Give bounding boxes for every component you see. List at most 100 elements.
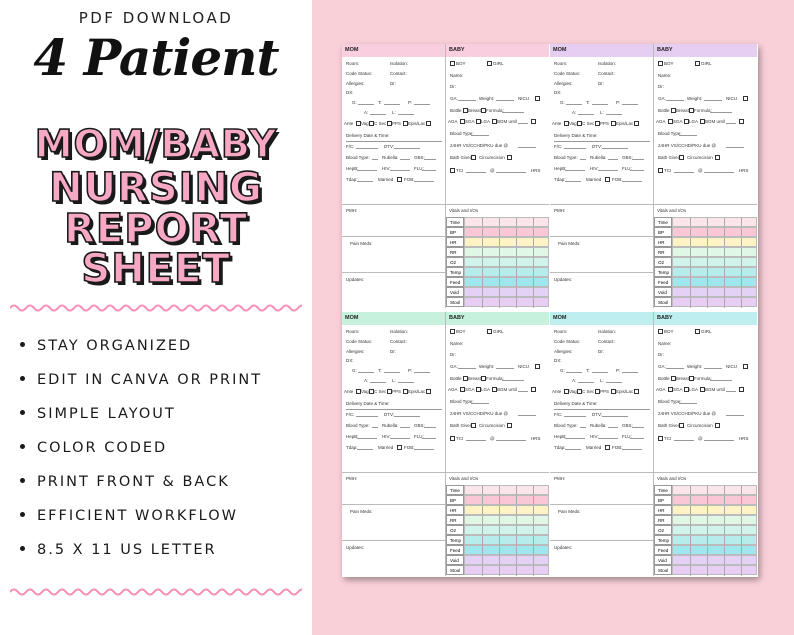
section-divider <box>342 236 445 237</box>
blank-line <box>356 416 378 417</box>
vitals-cell-divider <box>533 486 534 496</box>
vitals-row-cells <box>672 505 757 516</box>
vitals-row-cells <box>464 277 549 288</box>
vitals-row: Time <box>654 217 757 228</box>
form-field-label: DTV: <box>384 412 395 417</box>
form-field-label: NICU <box>518 96 529 101</box>
checkbox <box>507 155 512 160</box>
form-field-label: Rubella: <box>382 155 399 160</box>
vitals-row-label: BP <box>654 227 672 237</box>
checkbox <box>507 423 512 428</box>
vitals-cell-divider <box>533 288 534 298</box>
vitals-row: O2 <box>654 525 757 536</box>
checkbox <box>471 423 476 428</box>
vitals-row: Temp <box>654 535 757 546</box>
blank-line <box>518 391 528 392</box>
blank-line <box>606 114 622 115</box>
blank-line <box>710 112 732 113</box>
blank-line <box>565 181 581 182</box>
checkbox <box>460 387 465 392</box>
blank-line <box>598 438 618 439</box>
form-field-label: G: <box>560 100 565 105</box>
vitals-row: HR <box>446 505 549 516</box>
section-divider <box>550 272 653 273</box>
form-field-label: Room: <box>346 329 360 334</box>
checkbox <box>679 155 684 160</box>
checkbox <box>403 389 408 394</box>
vitals-row-label: RR <box>654 515 672 525</box>
vitals-row: BP <box>654 495 757 506</box>
form-field-label: PPS <box>600 121 610 126</box>
vitals-cell-divider <box>741 556 742 566</box>
checkbox <box>487 329 492 334</box>
patient-quadrant: MOM Room: Isolation: Code Status: Contact: Al… <box>550 312 757 576</box>
patient-quadrant: MOM Room: Isolation: Code Status: Contact: Al… <box>550 44 757 308</box>
blank-line <box>394 148 420 149</box>
form-field-label: PPS <box>392 121 402 126</box>
form-field-label: HIV: <box>590 434 599 439</box>
vitals-cell-divider <box>741 526 742 536</box>
mom-column: MOM Room: Isolation: Code Status: Contact: Al… <box>342 312 445 576</box>
checkbox <box>426 121 431 126</box>
vitals-cell-divider <box>690 506 691 516</box>
vitals-cell-divider <box>533 298 534 308</box>
pmh-label: PMH: <box>346 208 358 213</box>
mom-header: MOM <box>342 44 445 57</box>
form-field-label: Allergies: <box>554 81 573 86</box>
checkbox <box>668 387 673 392</box>
form-field-label: LGA <box>481 119 491 124</box>
form-field-label: G: <box>352 100 357 105</box>
form-field-label: FLU: <box>414 434 424 439</box>
form-field-label: SGA <box>673 387 683 392</box>
vitals-cell-divider <box>707 536 708 546</box>
vitals-row: RR <box>446 515 549 526</box>
vitals-cell-divider <box>690 546 691 556</box>
vitals-cell-divider <box>690 268 691 278</box>
checkbox <box>689 376 694 381</box>
form-field-label: Rubella: <box>590 423 607 428</box>
form-field-label: HRS <box>739 168 749 173</box>
blank-line <box>726 147 744 148</box>
form-field-label: Dr: <box>450 352 456 357</box>
vitals-cell-divider <box>707 218 708 228</box>
form-field-label: Contact: <box>598 339 615 344</box>
title-line-1: MOM/BABY <box>34 121 278 167</box>
blank-line <box>358 372 374 373</box>
vitals-row-label: Stool <box>446 565 464 575</box>
checkbox <box>605 445 610 450</box>
form-field-label: Breast <box>468 376 482 381</box>
vitals-cell-divider <box>533 506 534 516</box>
form-field-label: TCI <box>456 168 464 173</box>
section-divider <box>550 204 653 205</box>
blank-line <box>580 427 586 428</box>
blank-line <box>726 391 736 392</box>
form-field-label: Dr: <box>598 81 604 86</box>
form-field-label: P: <box>616 368 621 373</box>
vitals-cell-divider <box>690 238 691 248</box>
checkbox <box>450 436 455 441</box>
section-divider <box>446 472 549 473</box>
form-field-label: Weight: <box>479 96 495 101</box>
vitals-cell-divider <box>707 506 708 516</box>
blank-line <box>598 170 618 171</box>
vitals-cell-divider <box>499 268 500 278</box>
vitals-cell-divider <box>690 228 691 238</box>
vitals-cell-divider <box>516 288 517 298</box>
vitals-row: Feed <box>654 545 757 556</box>
mom-column: MOM Room: Isolation: Code Status: Contact: Al… <box>342 44 445 308</box>
checkbox <box>634 121 639 126</box>
checkbox <box>481 376 486 381</box>
form-field-label: PPS <box>392 389 402 394</box>
form-field-label: Married <box>586 177 602 182</box>
blank-line <box>370 114 386 115</box>
blank-line <box>578 114 594 115</box>
vitals-row: Temp <box>446 267 549 278</box>
form-field-label: Room: <box>554 329 568 334</box>
vitals-cell-divider <box>516 298 517 308</box>
form-field-label: P: <box>408 100 413 105</box>
blank-line <box>414 181 434 182</box>
bullet-icon <box>20 545 25 551</box>
form-field-label: T: <box>378 100 382 105</box>
blank-line <box>400 427 410 428</box>
vitals-row-label: O2 <box>654 257 672 267</box>
